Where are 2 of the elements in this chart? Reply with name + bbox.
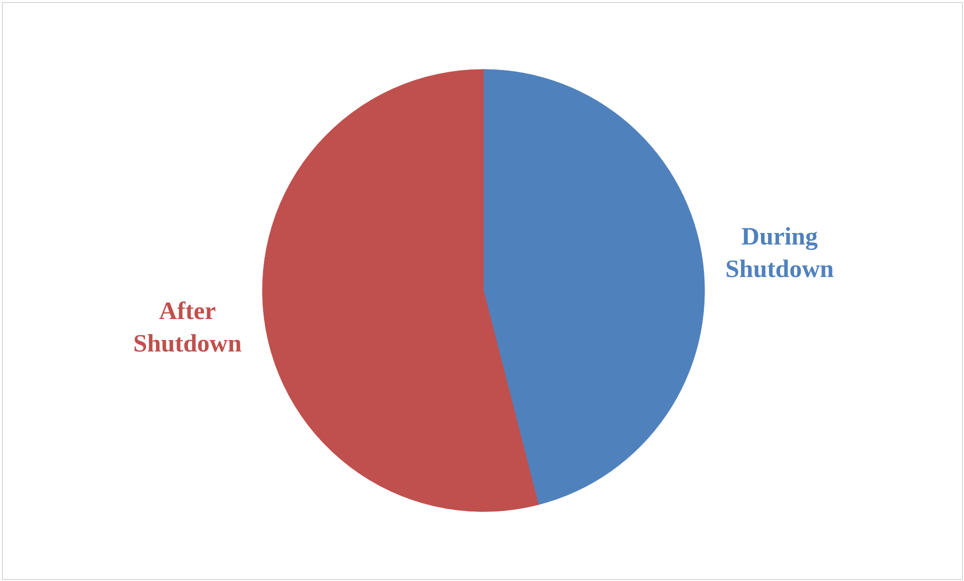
- slice-label: After Shutdown: [133, 298, 242, 358]
- slice-label: During Shutdown: [725, 224, 834, 283]
